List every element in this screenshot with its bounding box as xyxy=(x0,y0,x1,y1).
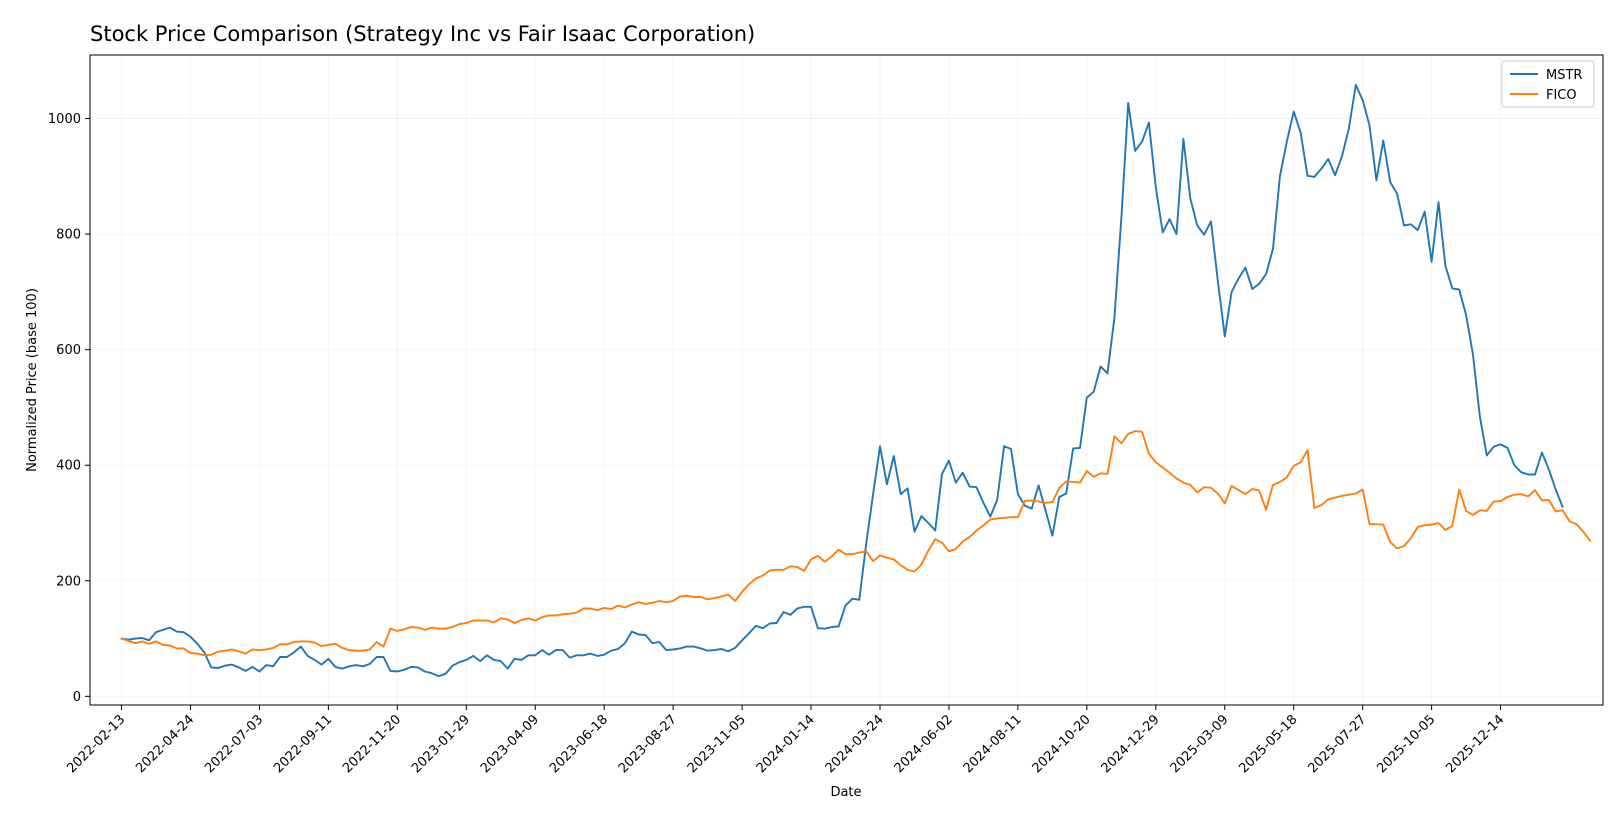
x-tick-label: 2024-06-02 xyxy=(892,712,956,776)
x-tick-label: 2024-08-11 xyxy=(961,712,1025,776)
x-tick-label: 2023-06-18 xyxy=(547,712,611,776)
y-tick-label: 800 xyxy=(56,228,81,243)
grid-layer xyxy=(90,55,1603,705)
legend-box xyxy=(1501,60,1595,108)
x-tick-label: 2024-01-14 xyxy=(754,712,818,776)
x-tick-label: 2023-11-05 xyxy=(685,712,749,776)
y-tick-label: 600 xyxy=(56,343,81,358)
x-tick-label: 2023-04-09 xyxy=(478,712,542,776)
x-tick-label: 2023-01-29 xyxy=(409,712,473,776)
y-axis: 0 200 400 600 800 1000 xyxy=(48,112,90,705)
x-tick-label: 2025-03-09 xyxy=(1168,712,1232,776)
y-tick-label: 200 xyxy=(56,574,81,589)
series-layer xyxy=(120,84,1592,678)
x-tick-label: 2025-05-18 xyxy=(1236,712,1300,776)
x-tick-label: 2022-04-24 xyxy=(133,712,197,776)
x-tick-label: 2023-08-27 xyxy=(616,712,680,776)
chart-title: Stock Price Comparison (Strategy Inc vs … xyxy=(90,22,755,46)
plot-area-frame xyxy=(89,54,1604,706)
x-tick-label: 2022-09-11 xyxy=(271,712,335,776)
x-tick-label: 2025-07-27 xyxy=(1305,712,1369,776)
x-tick-label: 2022-11-20 xyxy=(340,712,404,776)
y-axis-label: Normalized Price (base 100) xyxy=(25,288,40,472)
x-tick-label: 2025-10-05 xyxy=(1374,712,1438,776)
y-tick-label: 0 xyxy=(73,690,81,705)
legend-label-fico: FICO xyxy=(1546,88,1577,103)
x-tick-label: 2024-12-29 xyxy=(1099,712,1163,776)
x-tick-label: 2022-02-13 xyxy=(64,712,128,776)
series-line-mstr xyxy=(120,84,1564,678)
x-tick-label: 2024-10-20 xyxy=(1030,712,1094,776)
series-line-fico xyxy=(120,430,1592,657)
y-tick-label: 400 xyxy=(56,459,81,474)
x-axis: 2022-02-13 2022-04-24 2022-07-03 2022-09-11… xyxy=(64,705,1507,776)
x-axis-label: Date xyxy=(830,785,861,800)
y-tick-label: 1000 xyxy=(48,112,81,127)
x-tick-label: 2025-12-14 xyxy=(1443,712,1507,776)
legend-label-mstr: MSTR xyxy=(1546,68,1582,83)
x-tick-label: 2024-03-24 xyxy=(823,712,887,776)
x-tick-label: 2022-07-03 xyxy=(202,712,266,776)
legend: MSTR FICO xyxy=(1501,60,1595,108)
